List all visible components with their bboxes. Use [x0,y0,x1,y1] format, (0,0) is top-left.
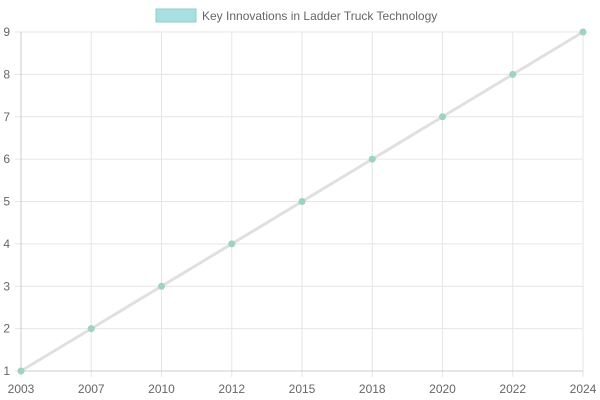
y-tick-label: 6 [3,152,10,166]
y-tick-label: 4 [3,237,10,251]
y-tick-label: 7 [3,110,10,124]
x-tick-label: 2015 [289,382,316,396]
data-point[interactable] [17,367,25,375]
y-tick-label: 9 [3,25,10,39]
x-tick-label: 2003 [8,382,35,396]
data-point[interactable] [368,155,376,163]
y-tick-label: 1 [3,364,10,378]
series [17,28,587,375]
data-point[interactable] [158,282,165,290]
x-tick-label: 2024 [570,382,597,396]
y-tick-label: 8 [3,67,10,81]
y-tick-label: 3 [3,279,10,293]
x-tick-label: 2022 [499,382,526,396]
y-tick-label: 5 [3,195,10,209]
data-point[interactable] [509,70,517,78]
data-point[interactable] [228,240,236,248]
legend-swatch[interactable] [155,8,197,23]
x-tick-label: 2020 [429,382,456,396]
x-tick-label: 2007 [78,382,105,396]
data-point[interactable] [579,28,587,36]
data-point[interactable] [87,325,95,333]
axes: 1 2 3 4 5 6 7 8 9 2003 2007 2010 2012 2015 2018 2020 202… [3,25,596,396]
data-point[interactable] [298,198,306,205]
x-tick-label: 2010 [148,382,175,396]
x-tick-label: 2018 [359,382,386,396]
x-tick-label: 2012 [218,382,245,396]
data-point[interactable] [439,113,446,121]
legend-label[interactable]: Key Innovations in Ladder Truck Technolo… [202,9,437,23]
y-tick-label: 2 [3,322,10,336]
legend[interactable]: Key Innovations in Ladder Truck Technolo… [155,8,437,23]
